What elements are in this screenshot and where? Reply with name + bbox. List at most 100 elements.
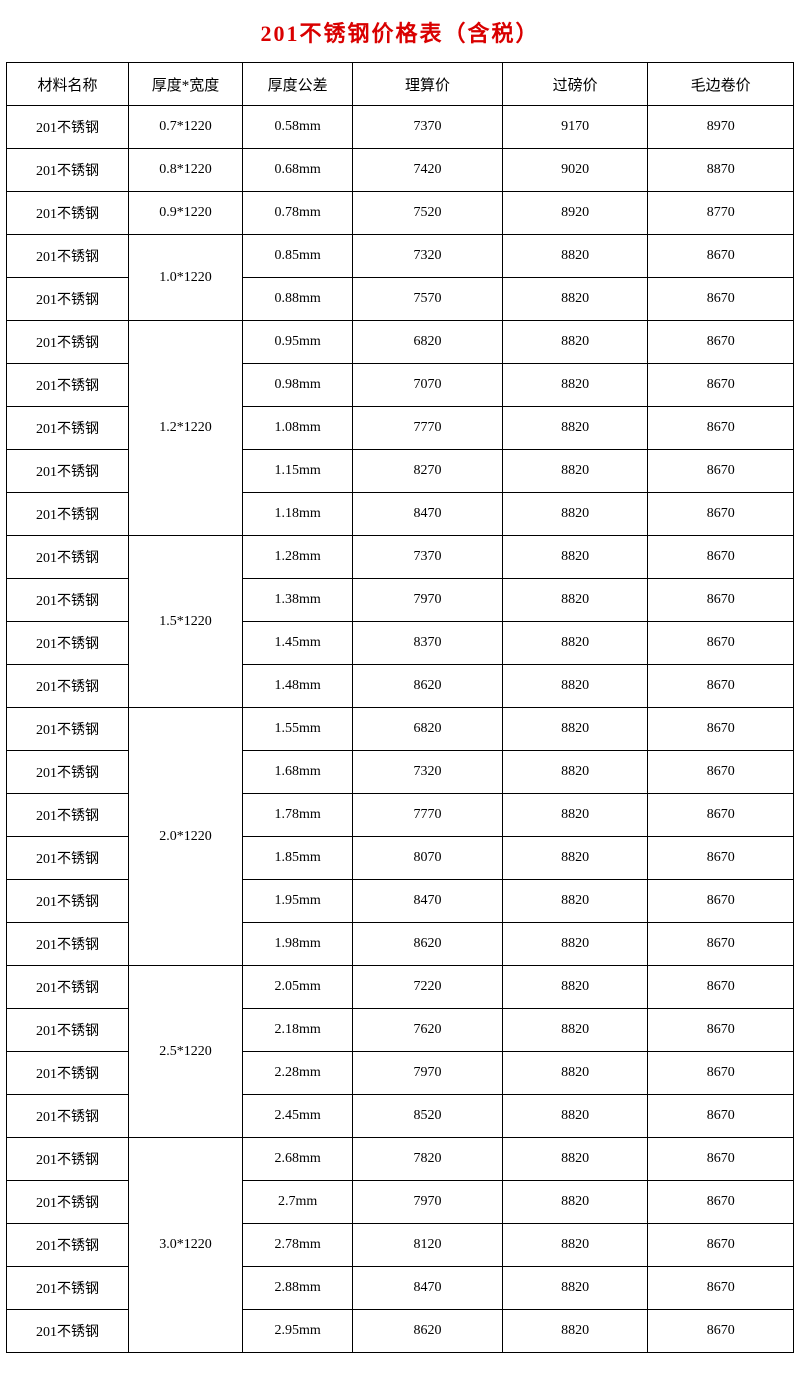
cell-material: 201不锈钢 [7, 321, 129, 364]
cell-price2: 8920 [502, 192, 648, 235]
price-table-page: 201不锈钢价格表（含税） 材料名称 厚度*宽度 厚度公差 理算价 过磅价 毛边… [0, 0, 800, 1359]
cell-price2: 8820 [502, 1181, 648, 1224]
page-title: 201不锈钢价格表（含税） [6, 6, 794, 62]
cell-price1: 8620 [353, 665, 503, 708]
table-row: 201不锈钢0.7*12200.58mm737091708970 [7, 106, 794, 149]
cell-tolerance: 1.28mm [243, 536, 353, 579]
cell-tolerance: 0.78mm [243, 192, 353, 235]
cell-material: 201不锈钢 [7, 1095, 129, 1138]
cell-material: 201不锈钢 [7, 1224, 129, 1267]
cell-tolerance: 0.58mm [243, 106, 353, 149]
cell-price2: 8820 [502, 837, 648, 880]
cell-tolerance: 2.05mm [243, 966, 353, 1009]
cell-tolerance: 2.45mm [243, 1095, 353, 1138]
table-row: 201不锈钢3.0*12202.68mm782088208670 [7, 1138, 794, 1181]
cell-price3: 8770 [648, 192, 794, 235]
cell-price2: 8820 [502, 579, 648, 622]
cell-price1: 8520 [353, 1095, 503, 1138]
cell-price3: 8670 [648, 364, 794, 407]
cell-material: 201不锈钢 [7, 106, 129, 149]
cell-price3: 8670 [648, 536, 794, 579]
col-price2: 过磅价 [502, 63, 648, 106]
cell-price3: 8670 [648, 794, 794, 837]
cell-price3: 8670 [648, 1181, 794, 1224]
cell-material: 201不锈钢 [7, 880, 129, 923]
cell-thickness-width: 1.5*1220 [128, 536, 242, 708]
cell-tolerance: 2.18mm [243, 1009, 353, 1052]
table-row: 201不锈钢1.38mm797088208670 [7, 579, 794, 622]
cell-tolerance: 0.85mm [243, 235, 353, 278]
cell-price1: 6820 [353, 321, 503, 364]
cell-price1: 7370 [353, 536, 503, 579]
cell-price3: 8670 [648, 923, 794, 966]
cell-price2: 8820 [502, 751, 648, 794]
cell-material: 201不锈钢 [7, 149, 129, 192]
table-row: 201不锈钢 1.68mm732088208670 [7, 751, 794, 794]
cell-material: 201不锈钢 [7, 579, 129, 622]
table-row: 201不锈钢2.0*12201.55mm682088208670 [7, 708, 794, 751]
table-row: 201不锈钢2.18mm762088208670 [7, 1009, 794, 1052]
cell-material: 201不锈钢 [7, 837, 129, 880]
cell-price2: 8820 [502, 1310, 648, 1353]
cell-tolerance: 2.95mm [243, 1310, 353, 1353]
cell-price2: 9170 [502, 106, 648, 149]
cell-price3: 8670 [648, 622, 794, 665]
cell-price3: 8670 [648, 1009, 794, 1052]
cell-price2: 8820 [502, 493, 648, 536]
cell-material: 201不锈钢 [7, 407, 129, 450]
cell-price1: 7970 [353, 1181, 503, 1224]
table-row: 201不锈钢1.48mm862088208670 [7, 665, 794, 708]
cell-price2: 8820 [502, 364, 648, 407]
cell-price1: 7320 [353, 751, 503, 794]
cell-price3: 8670 [648, 493, 794, 536]
cell-price3: 8970 [648, 106, 794, 149]
cell-tolerance: 1.55mm [243, 708, 353, 751]
cell-tolerance: 2.28mm [243, 1052, 353, 1095]
cell-thickness-width: 3.0*1220 [128, 1138, 242, 1353]
cell-material: 201不锈钢 [7, 536, 129, 579]
cell-price2: 8820 [502, 407, 648, 450]
cell-material: 201不锈钢 [7, 278, 129, 321]
cell-tolerance: 1.68mm [243, 751, 353, 794]
col-price1: 理算价 [353, 63, 503, 106]
cell-price1: 7070 [353, 364, 503, 407]
cell-tolerance: 1.78mm [243, 794, 353, 837]
table-header-row: 材料名称 厚度*宽度 厚度公差 理算价 过磅价 毛边卷价 [7, 63, 794, 106]
cell-price3: 8670 [648, 1224, 794, 1267]
cell-price2: 8820 [502, 966, 648, 1009]
cell-tolerance: 1.38mm [243, 579, 353, 622]
cell-material: 201不锈钢 [7, 1181, 129, 1224]
cell-tolerance: 0.95mm [243, 321, 353, 364]
cell-price3: 8670 [648, 751, 794, 794]
cell-price1: 6820 [353, 708, 503, 751]
cell-tolerance: 2.78mm [243, 1224, 353, 1267]
table-row: 201不锈钢1.98mm862088208670 [7, 923, 794, 966]
cell-material: 201不锈钢 [7, 493, 129, 536]
cell-thickness-width: 0.8*1220 [128, 149, 242, 192]
cell-thickness-width: 2.5*1220 [128, 966, 242, 1138]
cell-price3: 8670 [648, 321, 794, 364]
table-row: 201不锈钢0.8*12200.68mm742090208870 [7, 149, 794, 192]
cell-tolerance: 1.95mm [243, 880, 353, 923]
cell-material: 201不锈钢 [7, 364, 129, 407]
cell-price1: 7220 [353, 966, 503, 1009]
cell-price2: 9020 [502, 149, 648, 192]
table-row: 201不锈钢1.5*12201.28mm737088208670 [7, 536, 794, 579]
table-row: 201不锈钢2.28mm797088208670 [7, 1052, 794, 1095]
cell-tolerance: 1.45mm [243, 622, 353, 665]
cell-price2: 8820 [502, 880, 648, 923]
cell-price1: 7770 [353, 794, 503, 837]
cell-tolerance: 0.68mm [243, 149, 353, 192]
col-material: 材料名称 [7, 63, 129, 106]
cell-material: 201不锈钢 [7, 622, 129, 665]
table-row: 201不锈钢1.85mm807088208670 [7, 837, 794, 880]
cell-price3: 8670 [648, 407, 794, 450]
cell-material: 201不锈钢 [7, 751, 129, 794]
cell-material: 201不锈钢 [7, 1267, 129, 1310]
cell-price3: 8670 [648, 708, 794, 751]
cell-price1: 8470 [353, 1267, 503, 1310]
cell-material: 201不锈钢 [7, 923, 129, 966]
cell-tolerance: 1.98mm [243, 923, 353, 966]
cell-tolerance: 0.98mm [243, 364, 353, 407]
cell-price1: 8620 [353, 1310, 503, 1353]
